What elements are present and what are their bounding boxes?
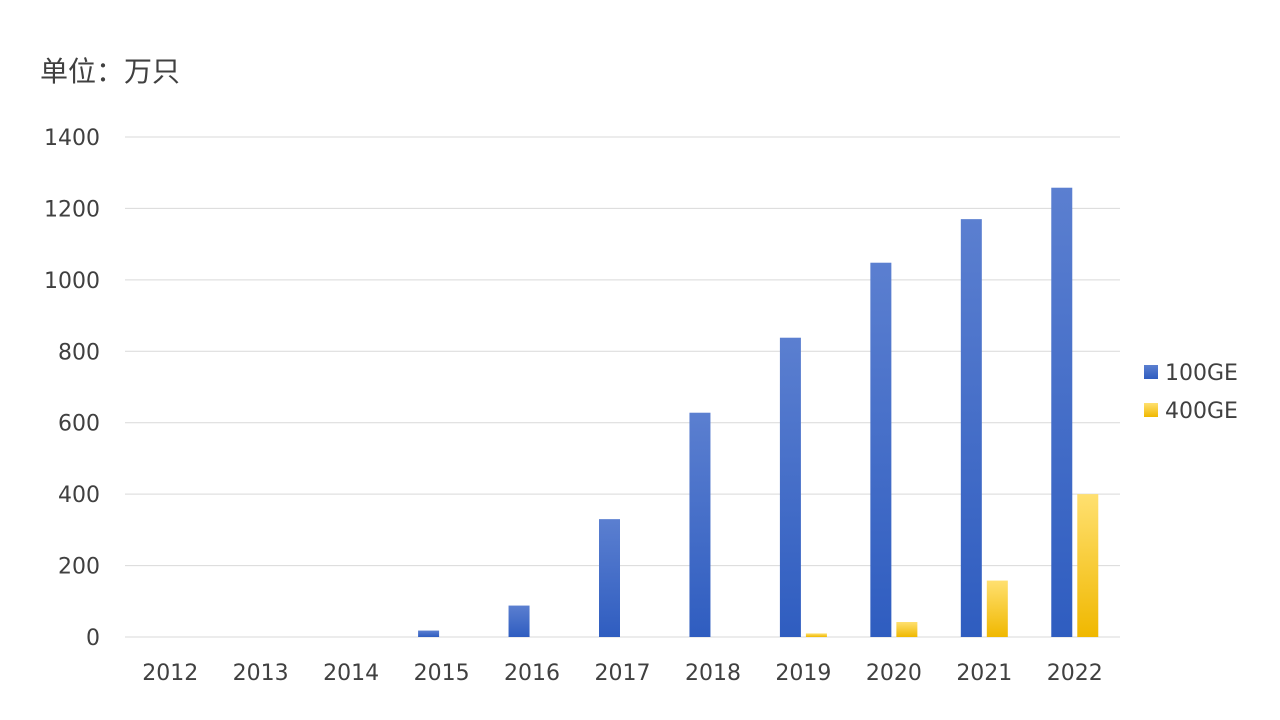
y-tick-label: 400	[58, 483, 100, 508]
bar-400ge	[805, 633, 827, 637]
legend-swatch-100ge	[1144, 365, 1158, 379]
x-tick-label: 2014	[323, 661, 379, 686]
unit-label: 单位：万只	[40, 55, 181, 88]
y-tick-label: 200	[58, 555, 100, 580]
x-tick-label: 2017	[595, 661, 651, 686]
legend-label-100ge: 100GE	[1165, 361, 1238, 386]
y-tick-label: 1400	[44, 126, 100, 151]
x-tick-label: 2021	[956, 661, 1012, 686]
legend-label-400ge: 400GE	[1165, 399, 1238, 424]
bar-100ge	[779, 337, 801, 637]
x-tick-label: 2013	[233, 661, 289, 686]
x-tick-label: 2020	[866, 661, 922, 686]
y-axis-ticks: 0 200 400 600 800 1000 1200 1400	[44, 126, 100, 651]
y-tick-label: 1200	[44, 197, 100, 222]
bar-400ge	[986, 580, 1008, 637]
y-tick-label: 800	[58, 340, 100, 365]
y-tick-label: 1000	[44, 269, 100, 294]
x-tick-label: 2015	[414, 661, 470, 686]
x-tick-label: 2018	[685, 661, 741, 686]
x-tick-label: 2012	[142, 661, 198, 686]
x-axis-ticks: 2012 2013 2014 2015 2016 2017 2018 2019 2020 2021…	[142, 661, 1103, 686]
x-tick-label: 2022	[1047, 661, 1103, 686]
x-tick-label: 2016	[504, 661, 560, 686]
legend: 100GE 400GE	[1144, 361, 1238, 424]
legend-swatch-400ge	[1144, 403, 1158, 417]
bar-100ge	[689, 412, 711, 637]
bar-100ge	[870, 262, 892, 637]
y-tick-label: 600	[58, 412, 100, 437]
x-tick-label: 2019	[775, 661, 831, 686]
bar-400ge	[1077, 494, 1099, 637]
bar-400ge	[896, 622, 918, 637]
bar-100ge	[1051, 187, 1073, 637]
bar-100ge	[599, 519, 620, 637]
bar-100ge	[508, 605, 530, 637]
bars	[418, 187, 1099, 637]
gridlines	[125, 136, 1120, 638]
bar-100ge	[418, 630, 440, 637]
bar-100ge	[960, 219, 982, 637]
y-tick-label: 0	[86, 626, 100, 651]
